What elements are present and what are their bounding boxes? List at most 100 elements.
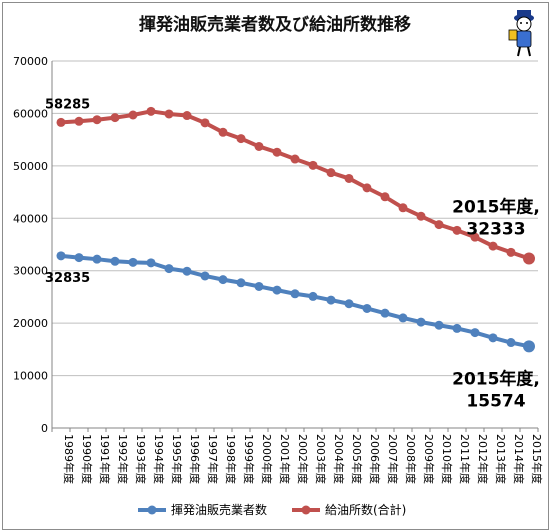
data-point bbox=[380, 192, 390, 202]
callout-value: 32333 bbox=[466, 219, 525, 239]
x-tick-label: 1991年度 bbox=[98, 434, 112, 484]
y-tick-label: 20000 bbox=[13, 317, 48, 330]
mascot-icon bbox=[508, 10, 534, 57]
data-point bbox=[523, 252, 535, 265]
data-point bbox=[326, 168, 336, 178]
data-point bbox=[92, 254, 102, 264]
legend-item-stations: 給油所数(合計) bbox=[292, 502, 406, 517]
data-point bbox=[506, 247, 516, 257]
data-point bbox=[308, 291, 318, 301]
x-tick-label: 2003年度 bbox=[314, 434, 328, 484]
data-point bbox=[362, 183, 372, 193]
data-point bbox=[128, 110, 138, 120]
data-point bbox=[344, 299, 354, 309]
x-tick-label: 2006年度 bbox=[368, 434, 382, 484]
data-point bbox=[470, 328, 480, 338]
x-tick-label: 2012年度 bbox=[476, 434, 490, 484]
data-point bbox=[56, 251, 66, 261]
data-point bbox=[110, 113, 120, 123]
x-tick-label: 1989年度 bbox=[62, 434, 76, 484]
series-line bbox=[60, 253, 530, 349]
data-point bbox=[254, 141, 264, 151]
y-tick-label: 50000 bbox=[13, 160, 48, 173]
x-tick-label: 1994年度 bbox=[152, 434, 166, 484]
x-tick-label: 1995年度 bbox=[170, 434, 184, 484]
chart-title: 揮発油販売業者数及び給油所数推移 bbox=[139, 14, 411, 35]
x-tick-label: 2008年度 bbox=[404, 434, 418, 484]
data-point bbox=[200, 271, 210, 281]
data-point bbox=[74, 116, 84, 126]
y-tick-label: 40000 bbox=[13, 212, 48, 225]
data-point bbox=[182, 111, 192, 121]
data-point bbox=[416, 317, 426, 327]
data-point bbox=[146, 258, 156, 268]
data-point bbox=[74, 253, 84, 263]
data-point bbox=[290, 289, 300, 299]
data-point bbox=[398, 313, 408, 323]
x-tick-label: 2005年度 bbox=[350, 434, 364, 484]
data-point bbox=[110, 256, 120, 266]
x-tick-label: 1993年度 bbox=[134, 434, 148, 484]
data-point bbox=[434, 220, 444, 230]
series-line bbox=[60, 109, 530, 261]
data-point bbox=[92, 115, 102, 125]
y-tick-label: 70000 bbox=[13, 55, 48, 68]
legend-marker-sellers bbox=[147, 505, 157, 515]
data-point bbox=[488, 241, 498, 251]
callout-value: 15574 bbox=[466, 391, 525, 411]
data-point bbox=[218, 127, 228, 137]
x-tick-label: 1992年度 bbox=[116, 434, 130, 484]
data-point bbox=[470, 232, 480, 242]
data-point bbox=[272, 147, 282, 157]
series-1 bbox=[56, 106, 535, 265]
legend-label-stations: 給油所数(合計) bbox=[325, 502, 406, 517]
x-tick-label: 2009年度 bbox=[422, 434, 436, 484]
data-point bbox=[326, 295, 336, 305]
x-tick-label: 2015年度 bbox=[530, 434, 544, 484]
data-point bbox=[218, 275, 228, 285]
data-point bbox=[362, 303, 372, 313]
data-point bbox=[236, 278, 246, 288]
legend-item-sellers: 揮発油販売業者数 bbox=[138, 502, 267, 517]
data-point bbox=[380, 308, 390, 318]
x-tick-label: 1999年度 bbox=[242, 434, 256, 484]
y-tick-label: 30000 bbox=[13, 265, 48, 278]
data-point bbox=[344, 173, 354, 183]
data-point bbox=[523, 340, 535, 353]
data-point bbox=[182, 266, 192, 276]
data-point bbox=[452, 225, 462, 235]
data-point bbox=[236, 134, 246, 144]
data-point bbox=[164, 109, 174, 119]
data-point bbox=[398, 203, 408, 213]
data-point bbox=[164, 264, 174, 274]
x-tick-label: 2001年度 bbox=[278, 434, 292, 484]
data-point bbox=[488, 333, 498, 343]
y-tick-label: 10000 bbox=[13, 370, 48, 383]
data-point bbox=[416, 211, 426, 221]
data-point bbox=[146, 106, 156, 116]
legend: 揮発油販売業者数 給油所数(合計) bbox=[138, 502, 406, 517]
data-point bbox=[254, 281, 264, 291]
x-tick-label: 2011年度 bbox=[458, 434, 472, 484]
data-point bbox=[200, 118, 210, 128]
legend-marker-stations bbox=[301, 505, 311, 515]
data-point bbox=[290, 154, 300, 164]
data-point bbox=[506, 338, 516, 348]
y-tick-label: 0 bbox=[41, 422, 48, 435]
x-tick-label: 2010年度 bbox=[440, 434, 454, 484]
data-point bbox=[452, 323, 462, 333]
data-point bbox=[128, 257, 138, 267]
data-label: 58285 bbox=[45, 97, 90, 112]
callout-year: 2015年度, bbox=[452, 196, 540, 217]
x-tick-label: 2013年度 bbox=[494, 434, 508, 484]
legend-label-sellers: 揮発油販売業者数 bbox=[171, 502, 267, 517]
series-0 bbox=[56, 251, 535, 353]
data-label: 32835 bbox=[45, 271, 90, 286]
x-tick-label: 2004年度 bbox=[332, 434, 346, 484]
x-tick-label: 2007年度 bbox=[386, 434, 400, 484]
x-tick-label: 1996年度 bbox=[188, 434, 202, 484]
data-point bbox=[272, 285, 282, 295]
y-tick-label: 60000 bbox=[13, 107, 48, 120]
x-tick-label: 2014年度 bbox=[512, 434, 526, 484]
